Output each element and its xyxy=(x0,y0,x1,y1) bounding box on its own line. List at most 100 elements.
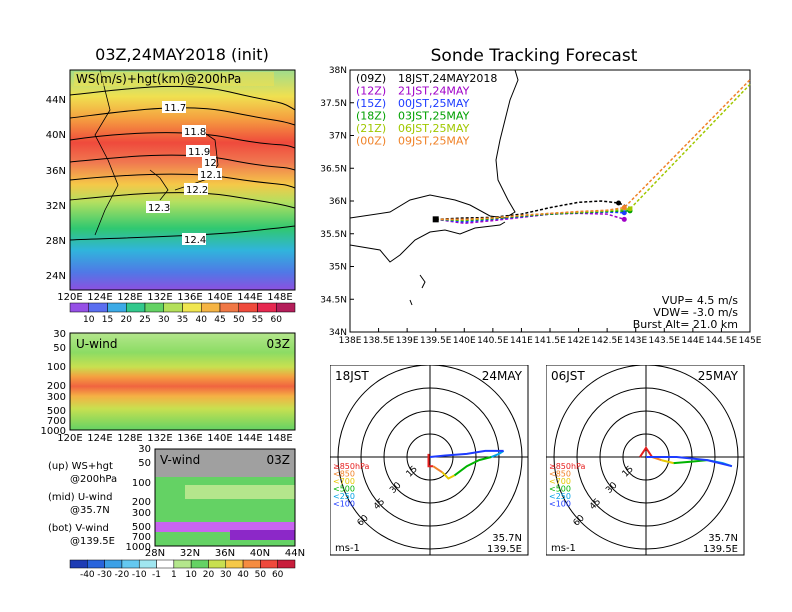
lat-tick: 36N xyxy=(215,548,235,559)
legend-up-2: @200hPa xyxy=(70,474,117,485)
vwind-p-axis: 30 50 100 200 300 500 700 1000 xyxy=(126,444,151,553)
hodo-segment xyxy=(441,471,455,480)
vwind-time: 03Z xyxy=(267,453,291,467)
uwind-label: U-wind xyxy=(76,337,117,351)
lon-tick: 120E xyxy=(57,292,82,303)
lon-tick: 138.5E xyxy=(363,336,395,346)
vwind-label: V-wind xyxy=(160,453,200,467)
lat-tick: 37.5N xyxy=(320,99,347,109)
p-tick: 200 xyxy=(47,381,66,392)
p-tick: 50 xyxy=(138,458,151,469)
hgt-label: 12 xyxy=(204,158,217,169)
colorbar-tick: -20 xyxy=(115,570,130,580)
colorbar-tick: 50 xyxy=(255,570,267,580)
p-tick: 300 xyxy=(47,392,66,403)
uwind-section: U-wind 03Z 30 50 100 200 300 500 700 100… xyxy=(41,329,296,444)
lat-tick: 36N xyxy=(329,197,347,207)
colorbar-tick: 35 xyxy=(177,315,188,325)
legend-tag: (00Z) xyxy=(356,135,386,148)
lat-tick: 38N xyxy=(329,66,347,76)
colorbar-tick: 15 xyxy=(102,315,113,325)
colorbar-tick: 30 xyxy=(220,570,232,580)
hodo-segment xyxy=(639,445,653,458)
p-tick: 100 xyxy=(47,362,66,373)
lat-tick: 37N xyxy=(329,132,347,142)
colorbar-tick: 40 xyxy=(237,570,249,580)
lon-tick: 140E xyxy=(207,433,232,444)
lon-tick: 144E xyxy=(237,292,262,303)
map-label: WS(m/s)+hgt(km)@200hPa xyxy=(76,72,241,86)
hodo-segment xyxy=(646,456,733,468)
burst-point xyxy=(621,216,627,222)
lon-tick: 143.5E xyxy=(649,336,681,346)
lon-tick: 140E xyxy=(207,292,232,303)
p-tick: 1000 xyxy=(41,426,66,437)
hodo1-lon: 139.5E xyxy=(487,544,522,555)
hgt-labels: 11.7 11.8 11.9 12 12.1 12.2 12.3 12.4 xyxy=(146,101,222,246)
track-lines xyxy=(432,79,751,225)
lat-tick: 44N xyxy=(46,95,66,106)
hodograph-1: 18JST 24MAY ms-1 35.7N 139.5E 15304560≥8… xyxy=(330,365,529,556)
level-label: ≥850hPa xyxy=(333,462,370,471)
lon-tick: 148E xyxy=(267,433,292,444)
lat-tick: 40N xyxy=(46,130,66,141)
lat-tick: 36.5N xyxy=(320,164,347,174)
colorbar-tick: -40 xyxy=(80,570,95,580)
hodo-segment xyxy=(429,449,504,458)
hodo2-lon: 139.5E xyxy=(703,544,738,555)
lon-tick: 143E xyxy=(624,336,647,346)
lon-tick: 145E xyxy=(739,336,762,346)
lon-tick: 124E xyxy=(87,292,112,303)
legend-tag: (18Z) xyxy=(356,110,386,123)
colorbar-tick: -10 xyxy=(132,570,147,580)
track-line xyxy=(435,200,631,221)
lon-tick: 128E xyxy=(117,292,142,303)
level-label: ≥850hPa xyxy=(549,462,586,471)
lon-tick: 132E xyxy=(147,292,172,303)
colorbar-tick: 10 xyxy=(185,570,197,580)
level-label: <850 xyxy=(549,470,571,479)
track-title: Sonde Tracking Forecast xyxy=(431,46,638,66)
level-label: <100 xyxy=(549,500,571,509)
hgt-label: 12.1 xyxy=(200,170,222,181)
colorbar-cell xyxy=(276,302,296,313)
vdw-text: VDW= -3.0 m/s xyxy=(653,306,738,319)
legend-bot-2: @139.5E xyxy=(70,536,115,547)
colorbar-tick: 20 xyxy=(121,315,133,325)
hodo-segment xyxy=(661,459,674,465)
hodo2-date: 25MAY xyxy=(698,369,739,383)
lat-tick: 28N xyxy=(145,548,165,559)
lon-tick: 138E xyxy=(339,336,362,346)
hgt-label: 11.9 xyxy=(188,147,210,158)
hgt-label: 11.8 xyxy=(184,127,206,138)
legend-tag: (12Z) xyxy=(356,85,386,98)
lat-tick: 34.5N xyxy=(320,295,347,305)
track-lon-axis: 138E 138.5E 139E 139.5E 140E 140.5E 141E 141.5E… xyxy=(339,328,762,346)
colorbar-tick: 25 xyxy=(139,315,150,325)
p-tick: 500 xyxy=(47,406,66,417)
hgt-label: 12.2 xyxy=(186,185,208,196)
lon-tick: 142E xyxy=(567,336,590,346)
colorbar-tick: 20 xyxy=(203,570,215,580)
legend-mid-1: (mid) U-wind xyxy=(48,492,112,503)
lon-tick: 144.5E xyxy=(706,336,738,346)
legend-label: 00JST,25MAY xyxy=(398,97,470,110)
level-label: <100 xyxy=(333,500,355,509)
lon-tick: 141.5E xyxy=(534,336,566,346)
lon-tick: 139E xyxy=(396,336,419,346)
legend-bot-1: (bot) V-wind xyxy=(48,523,109,534)
track-params: VUP= 4.5 m/s VDW= -3.0 m/s Burst Alt= 21… xyxy=(633,294,739,331)
uwind-p-axis: 30 50 100 200 300 500 700 1000 xyxy=(41,329,66,437)
colorbar-tick: 50 xyxy=(233,315,245,325)
colorbar-tick: 40 xyxy=(196,315,208,325)
lat-tick: 28N xyxy=(46,236,66,247)
level-label: <500 xyxy=(333,485,355,494)
lat-tick: 32N xyxy=(180,548,200,559)
lon-tick: 144E xyxy=(681,336,704,346)
legend-mid-2: @35.7N xyxy=(70,505,110,516)
colorbar-tick: -30 xyxy=(97,570,112,580)
legend-tag: (21Z) xyxy=(356,122,386,135)
hodo-segment xyxy=(453,456,492,477)
